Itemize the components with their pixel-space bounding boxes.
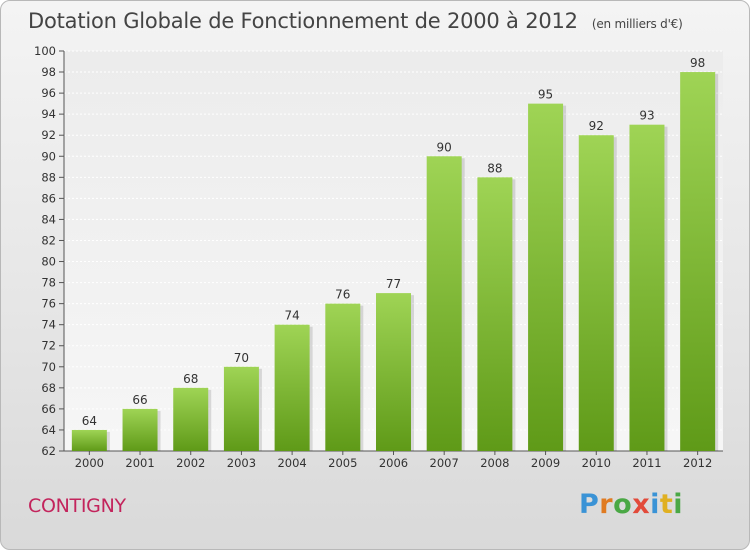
x-tick-label: 2005 (328, 456, 357, 470)
commune-name: CONTIGNY (28, 495, 126, 517)
x-tick-label: 2007 (430, 456, 459, 470)
logo-letter: i (673, 489, 684, 520)
logo-letter: t (659, 489, 674, 520)
logo-letter: o (613, 489, 633, 520)
chart-subtitle: (en milliers d'€) (591, 17, 683, 31)
data-label: 70 (234, 351, 249, 365)
proxiti-logo: Proxiti (579, 489, 683, 520)
x-tick-label: 2009 (531, 456, 560, 470)
logo-letter: P (579, 489, 600, 520)
data-label: 95 (538, 88, 553, 102)
y-tick-label: 70 (41, 360, 56, 374)
data-label: 88 (487, 161, 502, 175)
logo-letter: i (650, 489, 660, 520)
y-tick-label: 94 (41, 107, 56, 121)
title-text: Dotation Globale de Fonctionnement de 20… (28, 9, 578, 33)
y-tick-label: 80 (41, 255, 56, 269)
data-label: 92 (589, 119, 604, 133)
bar (426, 156, 462, 451)
data-label: 90 (437, 140, 452, 154)
y-tick-label: 92 (41, 128, 56, 142)
x-tick-label: 2000 (75, 456, 104, 470)
bar (629, 124, 665, 452)
data-label: 66 (132, 393, 147, 407)
bar (274, 324, 310, 451)
y-tick-label: 90 (41, 149, 56, 163)
y-tick-label: 88 (41, 170, 56, 184)
bar (477, 177, 513, 451)
data-label: 64 (82, 414, 97, 428)
x-tick-label: 2002 (176, 456, 205, 470)
x-tick-label: 2006 (379, 456, 408, 470)
y-tick-label: 62 (41, 444, 56, 458)
data-label: 98 (690, 56, 705, 70)
y-tick-label: 68 (41, 381, 56, 395)
bar (325, 303, 361, 451)
x-tick-label: 2011 (632, 456, 661, 470)
bar (122, 408, 158, 451)
bar (680, 72, 716, 451)
chart-title: Dotation Globale de Fonctionnement de 20… (28, 9, 683, 33)
y-tick-label: 76 (41, 297, 56, 311)
bar (71, 429, 107, 451)
bar (376, 293, 411, 451)
y-tick-label: 78 (41, 276, 56, 290)
y-tick-label: 72 (41, 339, 56, 353)
y-tick-label: 84 (41, 212, 56, 226)
bar (223, 366, 259, 451)
y-tick-label: 66 (41, 402, 56, 416)
x-tick-label: 2001 (125, 456, 154, 470)
logo-letter: x (632, 489, 651, 520)
data-label: 77 (386, 277, 401, 291)
data-label: 76 (335, 288, 350, 302)
data-label: 68 (183, 372, 198, 386)
x-tick-label: 2010 (582, 456, 611, 470)
x-tick-label: 2012 (683, 456, 712, 470)
y-tick-label: 86 (41, 191, 56, 205)
y-tick-label: 100 (34, 44, 56, 58)
bar (528, 103, 564, 451)
y-tick-label: 98 (41, 65, 56, 79)
x-tick-label: 2008 (480, 456, 509, 470)
logo-letter: r (599, 489, 614, 520)
y-tick-label: 64 (41, 423, 56, 437)
bar (578, 135, 614, 452)
data-label: 74 (284, 309, 299, 323)
y-tick-label: 96 (41, 86, 56, 100)
y-tick-label: 82 (41, 233, 56, 247)
x-tick-label: 2004 (277, 456, 306, 470)
bar (173, 387, 209, 451)
y-tick-label: 74 (41, 318, 56, 332)
data-label: 93 (639, 109, 654, 123)
x-tick-label: 2003 (227, 456, 256, 470)
